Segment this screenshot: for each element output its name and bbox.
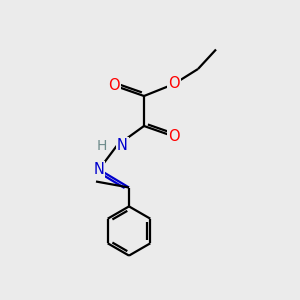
Text: O: O xyxy=(168,129,180,144)
Text: O: O xyxy=(168,76,180,92)
Text: H: H xyxy=(97,139,107,152)
Text: O: O xyxy=(108,78,120,93)
Text: N: N xyxy=(117,138,128,153)
Text: N: N xyxy=(94,162,104,177)
